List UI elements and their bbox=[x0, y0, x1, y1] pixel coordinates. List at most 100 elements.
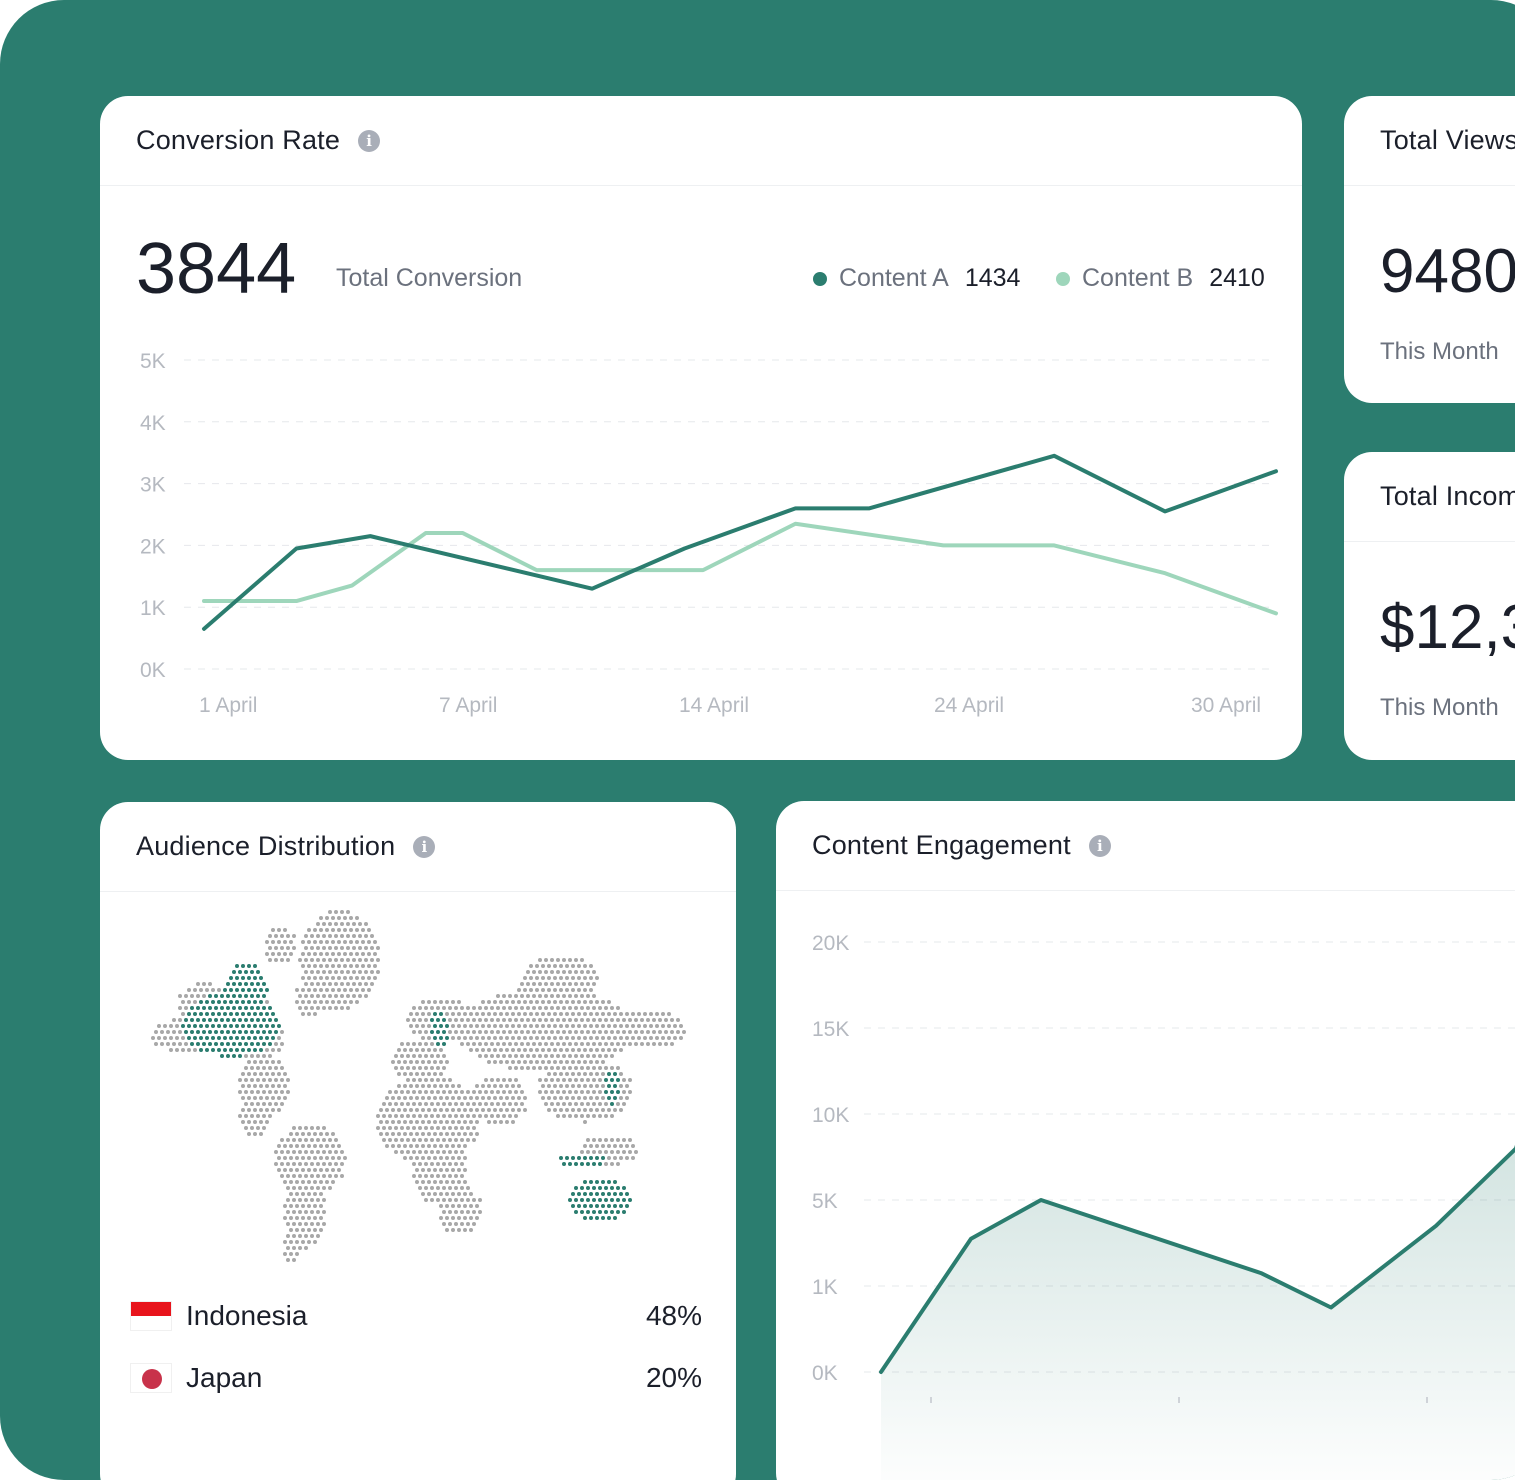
map-dot bbox=[364, 922, 368, 926]
map-dot bbox=[613, 1072, 617, 1076]
map-dot bbox=[316, 1222, 320, 1226]
map-dot bbox=[487, 1120, 491, 1124]
map-dot bbox=[547, 1072, 551, 1076]
map-dot bbox=[466, 1102, 470, 1106]
map-dot bbox=[565, 964, 569, 968]
map-dot bbox=[487, 1048, 491, 1052]
map-dot bbox=[268, 1054, 272, 1058]
map-dot bbox=[262, 1126, 266, 1130]
map-dot bbox=[427, 1096, 431, 1100]
map-dot bbox=[415, 1168, 419, 1172]
map-dot bbox=[565, 988, 569, 992]
map-dot bbox=[286, 1198, 290, 1202]
map-dot bbox=[556, 970, 560, 974]
map-dot bbox=[322, 1162, 326, 1166]
map-dot bbox=[271, 1012, 275, 1016]
map-dot bbox=[577, 1084, 581, 1088]
map-dot bbox=[553, 964, 557, 968]
map-dot bbox=[307, 1180, 311, 1184]
map-dot bbox=[304, 958, 308, 962]
map-dot bbox=[250, 1102, 254, 1106]
map-dot bbox=[256, 982, 260, 986]
map-dot bbox=[367, 976, 371, 980]
info-icon[interactable]: i bbox=[358, 129, 381, 152]
map-dot bbox=[166, 1042, 170, 1046]
map-dot bbox=[262, 1018, 266, 1022]
map-dot bbox=[598, 1006, 602, 1010]
map-dot bbox=[358, 934, 362, 938]
map-dot bbox=[193, 1048, 197, 1052]
y-tick-label: 4K bbox=[140, 412, 166, 435]
map-dot bbox=[292, 1210, 296, 1214]
map-dot bbox=[259, 976, 263, 980]
map-dot bbox=[541, 1012, 545, 1016]
map-dot bbox=[487, 1012, 491, 1016]
map-dot bbox=[292, 1258, 296, 1262]
map-dot bbox=[496, 1030, 500, 1034]
map-dot bbox=[571, 1084, 575, 1088]
map-dot bbox=[565, 1024, 569, 1028]
map-dot bbox=[538, 1090, 542, 1094]
map-dot bbox=[382, 1102, 386, 1106]
map-dot bbox=[277, 1048, 281, 1052]
map-dot bbox=[583, 1096, 587, 1100]
map-dot bbox=[274, 1150, 278, 1154]
map-dot bbox=[520, 1018, 524, 1022]
map-dot bbox=[325, 952, 329, 956]
map-dot bbox=[370, 958, 374, 962]
map-dot bbox=[550, 1078, 554, 1082]
map-dot bbox=[418, 1066, 422, 1070]
map-dot bbox=[301, 1168, 305, 1172]
map-dot bbox=[265, 1048, 269, 1052]
map-dot bbox=[172, 1018, 176, 1022]
map-dot bbox=[280, 1066, 284, 1070]
map-dot bbox=[388, 1138, 392, 1142]
map-dot bbox=[565, 1072, 569, 1076]
map-dot bbox=[577, 1000, 581, 1004]
map-dot bbox=[277, 928, 281, 932]
map-dot bbox=[433, 1192, 437, 1196]
map-dot bbox=[247, 1132, 251, 1136]
map-dot bbox=[337, 1000, 341, 1004]
country-row-japan[interactable]: Japan 20% bbox=[130, 1358, 702, 1398]
map-dot bbox=[568, 1090, 572, 1094]
map-dot bbox=[514, 1030, 518, 1034]
map-dot bbox=[370, 946, 374, 950]
map-dot bbox=[208, 1018, 212, 1022]
map-dot bbox=[253, 1012, 257, 1016]
map-dot bbox=[496, 1006, 500, 1010]
map-dot bbox=[460, 1150, 464, 1154]
map-dot bbox=[256, 1114, 260, 1118]
map-dot bbox=[445, 1156, 449, 1160]
map-dot bbox=[592, 1042, 596, 1046]
map-dot bbox=[421, 1036, 425, 1040]
map-dot bbox=[277, 1156, 281, 1160]
map-dot bbox=[244, 994, 248, 998]
map-dot bbox=[223, 1012, 227, 1016]
map-dot bbox=[502, 1090, 506, 1094]
map-dot bbox=[394, 1126, 398, 1130]
map-dot bbox=[637, 1036, 641, 1040]
map-dot bbox=[322, 1006, 326, 1010]
map-dot bbox=[565, 1108, 569, 1112]
map-dot bbox=[256, 1054, 260, 1058]
map-dot bbox=[325, 940, 329, 944]
map-dot bbox=[442, 1066, 446, 1070]
info-icon[interactable]: i bbox=[413, 835, 436, 858]
map-dot bbox=[325, 1156, 329, 1160]
map-dot bbox=[295, 1228, 299, 1232]
map-dot bbox=[550, 1042, 554, 1046]
map-dot bbox=[313, 988, 317, 992]
map-dot bbox=[604, 1162, 608, 1166]
map-dot bbox=[352, 994, 356, 998]
map-dot bbox=[589, 1072, 593, 1076]
map-dot bbox=[580, 1150, 584, 1154]
country-row-indonesia[interactable]: Indonesia 48% bbox=[130, 1296, 702, 1336]
map-dot bbox=[508, 1078, 512, 1082]
map-dot bbox=[577, 1012, 581, 1016]
y-tick-label: 5K bbox=[140, 350, 166, 373]
info-icon[interactable]: i bbox=[1088, 834, 1111, 857]
map-dot bbox=[181, 1024, 185, 1028]
map-dot bbox=[301, 1240, 305, 1244]
map-dot bbox=[334, 958, 338, 962]
